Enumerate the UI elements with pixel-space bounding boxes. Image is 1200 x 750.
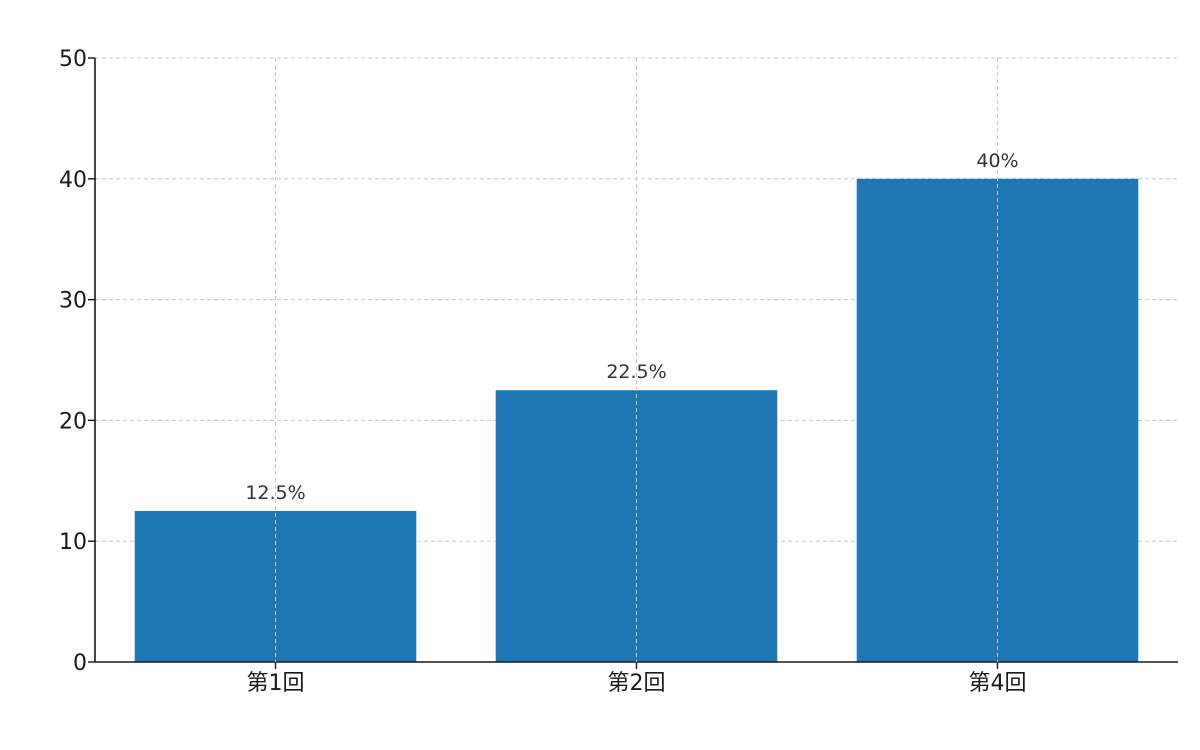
bars [134, 178, 1139, 663]
y-tick-label: 30 [59, 289, 87, 314]
y-tick-label: 10 [59, 530, 87, 555]
x-tick-label: 第4回 [969, 671, 1027, 696]
labels: 0 10 20 30 40 50 第1回 12.5% 第2回 22.5% 第4回 40% [59, 47, 1027, 696]
y-tick-label: 50 [59, 47, 87, 72]
y-tick-label: 0 [73, 651, 87, 676]
x-tick-label: 第1回 [247, 671, 305, 696]
data-label: 22.5% [606, 361, 666, 383]
x-tick-label: 第2回 [608, 671, 666, 696]
bar [856, 178, 1139, 663]
y-tick-label: 20 [59, 409, 87, 434]
data-label: 40% [976, 150, 1018, 172]
y-tick-label: 40 [59, 168, 87, 193]
data-label: 12.5% [245, 482, 305, 504]
bar [495, 390, 778, 662]
